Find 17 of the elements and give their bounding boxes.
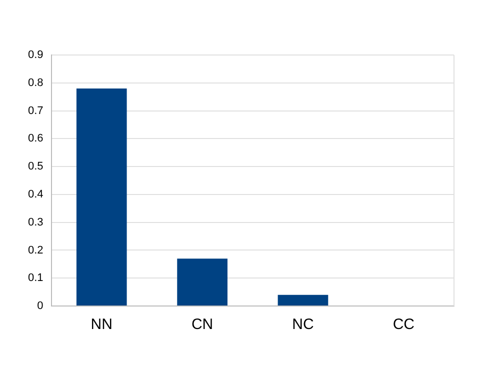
y-tick-label: 0.3 [28, 216, 44, 228]
bar [278, 294, 328, 306]
x-tick-label: NC [292, 316, 314, 334]
y-tick-label: 0.7 [28, 104, 44, 117]
bar [76, 88, 127, 306]
y-tick-label: 0.1 [28, 272, 44, 284]
x-tick-label: CC [392, 316, 415, 334]
bar [177, 258, 228, 306]
y-tick-label: 0 [37, 300, 44, 312]
x-tick-label: CN [191, 316, 214, 334]
y-tick-label: 0.8 [28, 76, 44, 89]
y-tick-label: 0.9 [28, 49, 44, 62]
x-tick-label: NN [90, 316, 112, 334]
y-tick-label: 0.2 [28, 244, 44, 256]
y-tick-label: 0.5 [28, 160, 44, 173]
y-tick-label: 0.6 [28, 132, 44, 145]
y-tick-label: 0.4 [28, 188, 44, 200]
